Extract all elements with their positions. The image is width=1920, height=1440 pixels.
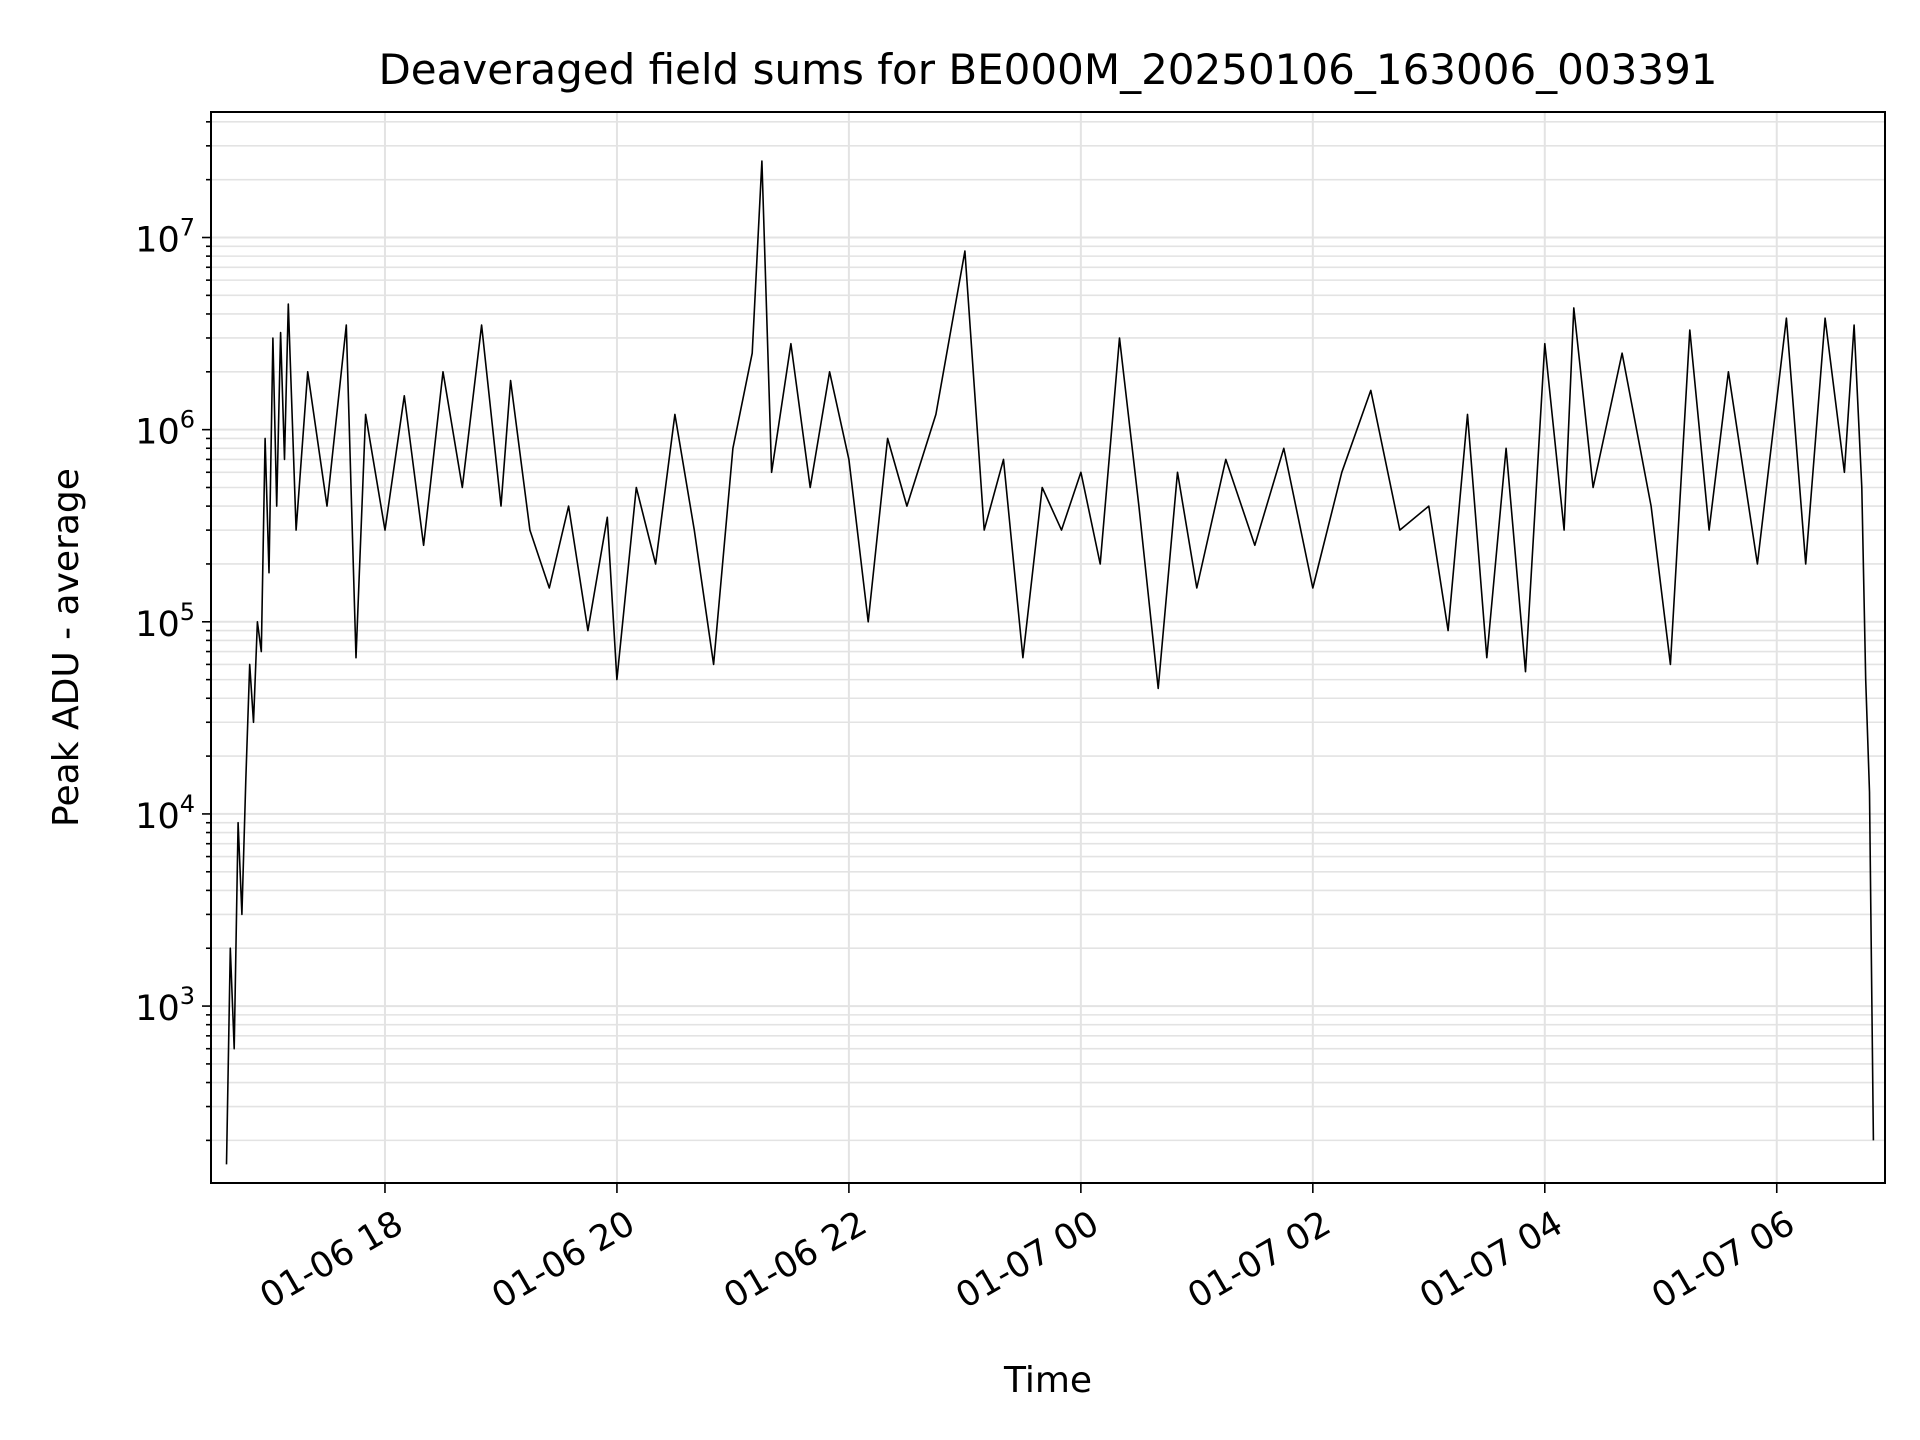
y-tick-label: 103 [135,982,195,1029]
x-tick-label: 01-06 20 [486,1204,642,1317]
x-tick-label: 01-07 04 [1413,1204,1569,1317]
series-line [225,160,1875,1165]
y-tick-label: 104 [135,790,195,837]
plot-area-frame [210,111,1886,1184]
y-tick-label: 107 [135,214,195,261]
grid [211,112,1885,1183]
x-tick-label: 01-07 00 [949,1204,1105,1317]
chart-title: Deaveraged field sums for BE000M_2025010… [378,45,1717,94]
y-tick-label: 106 [135,406,195,453]
series-line-layer [225,160,1875,1165]
x-axis-label: Time [1003,1360,1092,1401]
y-tick-label: 105 [135,598,195,645]
x-tick-label: 01-06 18 [254,1204,410,1317]
y-axis-label: Peak ADU - average [46,468,87,827]
x-tick-label: 01-07 02 [1181,1204,1337,1317]
x-tick-label: 01-07 06 [1645,1204,1801,1317]
x-tick-label: 01-06 22 [718,1204,874,1317]
